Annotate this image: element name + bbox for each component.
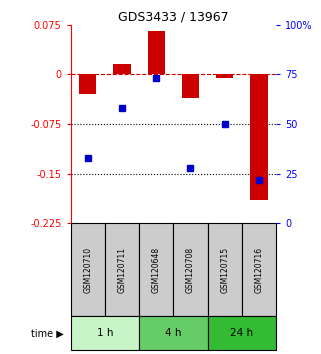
Bar [71, 223, 105, 316]
Bar [79, 74, 96, 94]
Bar [71, 316, 139, 350]
Text: GSM120710: GSM120710 [83, 247, 92, 293]
Text: GSM120711: GSM120711 [117, 247, 126, 293]
Bar [250, 74, 267, 200]
Text: GSM120715: GSM120715 [220, 247, 229, 293]
Text: GSM120716: GSM120716 [255, 247, 264, 293]
Bar [242, 223, 276, 316]
Bar [182, 74, 199, 98]
Bar [139, 316, 208, 350]
Bar [216, 74, 233, 78]
Bar [139, 223, 173, 316]
Bar [113, 64, 131, 74]
Text: GSM120648: GSM120648 [152, 247, 161, 293]
Bar [173, 223, 208, 316]
Bar [208, 316, 276, 350]
Bar [105, 223, 139, 316]
Text: 4 h: 4 h [165, 329, 182, 338]
Bar [148, 32, 165, 74]
Bar [208, 223, 242, 316]
Text: 1 h: 1 h [97, 329, 113, 338]
Text: time ▶: time ▶ [31, 329, 64, 338]
Text: 24 h: 24 h [230, 329, 253, 338]
Title: GDS3433 / 13967: GDS3433 / 13967 [118, 11, 229, 24]
Text: GSM120708: GSM120708 [186, 247, 195, 293]
